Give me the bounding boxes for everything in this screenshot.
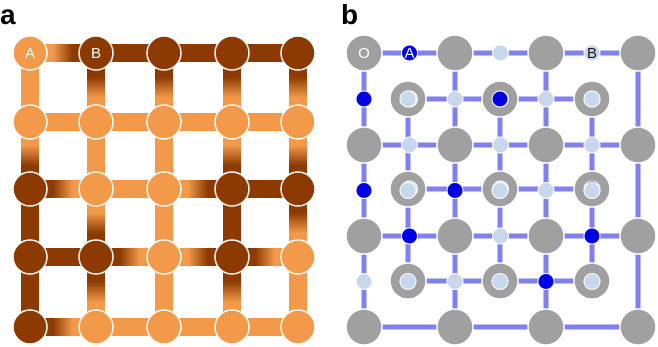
panel-b-site-v-1-1 (399, 182, 417, 199)
panel-b-site-h-2-0 (401, 136, 418, 154)
panel-b-site-v-2-2 (446, 273, 464, 290)
panel-b-site-h-0-2 (583, 44, 601, 62)
panel-b: b O A B (341, 0, 657, 346)
panel-a-bond-v-0-1 (87, 53, 105, 122)
panel-b-bond-v-3 (635, 53, 641, 327)
panel-b-site-v-0-4 (537, 90, 555, 108)
panel-b-site-v-0-3 (491, 90, 509, 108)
panel-b-sites (355, 44, 601, 290)
panel-a-node-4-4 (280, 309, 316, 345)
panel-a-node-4-3 (214, 309, 250, 345)
panel-b-node-3-0 (345, 308, 383, 346)
panel-b-node-label: O (358, 45, 370, 62)
panel-a-node-4-2 (146, 309, 182, 345)
panel-a-node-1-1 (78, 104, 114, 140)
panel-b-site-v-2-4 (537, 273, 555, 290)
panel-a-node-label: B (91, 45, 101, 62)
panel-a-node-4-1 (78, 309, 114, 345)
panel-b-node-1-1 (436, 126, 474, 164)
panel-b-site-h-2-2 (583, 136, 601, 154)
panel-b-site-v-2-1 (399, 273, 417, 290)
panel-b-site-label: B (587, 45, 597, 62)
panel-b-node-0-3 (619, 34, 657, 72)
panel-a-bond-v-3-0 (21, 257, 39, 327)
panel-b-site-label: A (404, 45, 414, 62)
panel-b-site-h-0-1 (492, 44, 509, 62)
panel-b-site-h-0-0 (401, 44, 418, 62)
panel-b-node-2-0 (345, 217, 383, 255)
panel-b-site-h-4-2 (583, 227, 601, 245)
panel-a-node-1-4 (280, 104, 316, 140)
panel-b-site-v-1-5 (583, 182, 601, 199)
panel-a-bond-v-0-4 (289, 53, 307, 122)
panel-a-bond-v-3-3 (223, 257, 241, 327)
panel-a-bond-v-3-1 (87, 257, 105, 327)
panel-b-site-v-1-4 (537, 182, 555, 199)
panel-a-node-4-0 (12, 309, 48, 345)
panel-a-node-0-4 (280, 35, 316, 71)
panel-b-node-0-1 (436, 34, 474, 72)
panel-a-node-2-4 (280, 171, 316, 207)
panel-b-site-v-2-0 (355, 273, 373, 290)
panel-b-bond-h-3 (364, 324, 638, 330)
panel-a-node-1-3 (214, 104, 250, 140)
panel-b-site-v-1-0 (355, 182, 373, 199)
panel-b-site-v-2-5 (583, 273, 601, 290)
panel-b-node-0-0 (345, 34, 383, 72)
panel-b-node-2-1 (436, 217, 474, 255)
panel-b-site-v-1-2 (446, 182, 464, 199)
panel-b-site-v-0-5 (583, 90, 601, 108)
panel-b-label: b (341, 0, 358, 30)
panel-a-node-3-4 (280, 239, 316, 275)
panel-b-node-2-3 (619, 217, 657, 255)
panel-a-node-2-2 (146, 171, 182, 207)
panel-b-site-v-0-0 (355, 90, 373, 108)
panel-a-node-label: A (25, 45, 35, 62)
panel-a-nodes (12, 35, 316, 345)
panel-b-node-3-3 (619, 308, 657, 346)
panel-a-node-2-1 (78, 171, 114, 207)
panel-b-site-v-0-2 (446, 90, 464, 108)
panel-a-bond-v-3-4 (289, 257, 307, 327)
panel-a-node-3-2 (146, 239, 182, 275)
panel-b-site-h-4-1 (492, 227, 509, 245)
panel-a-node-3-3 (214, 239, 250, 275)
panel-a-bond-v-0-0 (21, 53, 39, 122)
panel-b-site-h-2-1 (492, 136, 509, 154)
panel-b-node-3-1 (436, 308, 474, 346)
panel-b-node-2-2 (527, 217, 565, 255)
panel-a-bond-v-0-3 (223, 53, 241, 122)
panel-a-node-1-0 (12, 104, 48, 140)
panel-b-site-v-0-1 (399, 90, 417, 108)
panel-a-bond-v-3-2 (155, 257, 173, 327)
panel-a-node-3-0 (12, 239, 48, 275)
panel-b-site-v-2-3 (491, 273, 509, 290)
panel-a-node-0-2 (146, 35, 182, 71)
panel-a-node-0-1 (78, 35, 114, 71)
panel-b-node-0-2 (527, 34, 565, 72)
panel-a-node-3-1 (78, 239, 114, 275)
panel-a-label: a (0, 0, 16, 30)
panel-a-node-2-3 (214, 171, 250, 207)
panel-b-site-h-4-0 (401, 227, 418, 245)
panel-b-node-1-3 (619, 126, 657, 164)
panel-a-node-0-3 (214, 35, 250, 71)
panel-a-bond-v-0-2 (155, 53, 173, 122)
panel-b-node-1-2 (527, 126, 565, 164)
panel-a-node-2-0 (12, 171, 48, 207)
panel-b-node-3-2 (527, 308, 565, 346)
panel-a-node-1-2 (146, 104, 182, 140)
panel-b-site-v-1-3 (491, 182, 509, 199)
panel-a-node-0-0 (12, 35, 48, 71)
panel-b-node-1-0 (345, 126, 383, 164)
